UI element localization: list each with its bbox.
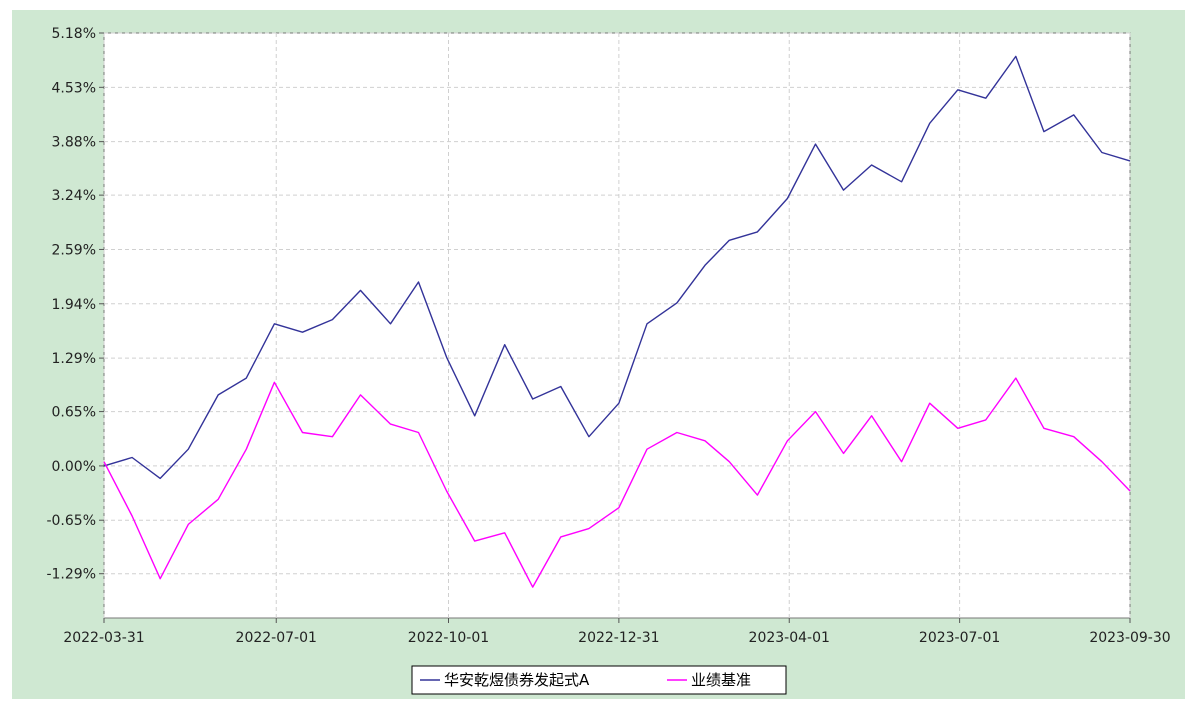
x-tick-label: 2022-03-31: [63, 630, 144, 646]
line-chart: 5.18% 4.53% 3.88% 3.24% 2.59% 1.94% 1.29% 0.65%…: [46, 26, 1171, 695]
series-line-2: [103, 377, 1131, 588]
series-layer: [103, 55, 1131, 588]
x-tick-label: 2022-12-31: [578, 630, 659, 646]
legend-label-series-2: 业绩基准: [691, 671, 751, 689]
x-tick-label: 2023-09-30: [1089, 630, 1170, 646]
plot-area: [103, 32, 1131, 619]
x-tick-label: 2022-07-01: [236, 630, 317, 646]
x-tick-label: 2022-10-01: [408, 630, 489, 646]
y-tick-label: 3.24%: [52, 188, 96, 204]
series-line-1: [103, 55, 1131, 480]
axis-layer: 5.18% 4.53% 3.88% 3.24% 2.59% 1.94% 1.29% 0.65%…: [46, 26, 1170, 646]
y-tick-label: 0.65%: [52, 405, 96, 421]
y-tick-label: 0.00%: [52, 459, 96, 475]
y-tick-label: 1.94%: [52, 297, 96, 313]
legend-label-series-1: 华安乾煜债券发起式A: [444, 671, 590, 689]
chart-frame: 5.18% 4.53% 3.88% 3.24% 2.59% 1.94% 1.29% 0.65%…: [12, 10, 1185, 699]
x-tick-label: 2023-04-01: [749, 630, 830, 646]
y-tick-label: 5.18%: [52, 26, 96, 42]
grid-layer: [103, 32, 1131, 618]
y-tick-label: 1.29%: [52, 351, 96, 367]
y-tick-label: 3.88%: [52, 135, 96, 151]
y-tick-label: -1.29%: [46, 567, 96, 583]
y-tick-label: 2.59%: [52, 242, 96, 258]
y-tick-label: -0.65%: [46, 513, 96, 529]
legend: 华安乾煜债券发起式A 业绩基准: [411, 665, 787, 695]
legend-box: [411, 665, 787, 695]
x-tick-label: 2023-07-01: [919, 630, 1000, 646]
y-tick-label: 4.53%: [52, 80, 96, 96]
